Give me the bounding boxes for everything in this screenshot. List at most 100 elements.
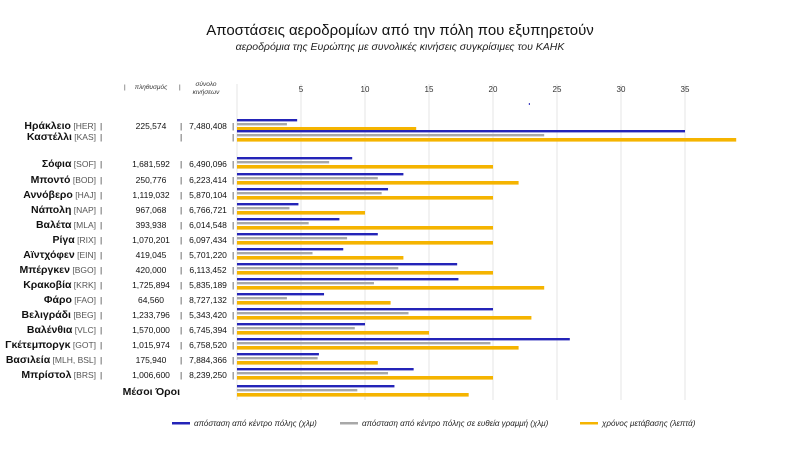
bar-series2-18 <box>237 389 358 392</box>
row-separator: | <box>180 121 182 131</box>
category-label-3: Σόφια [SOF] <box>42 158 96 170</box>
bar-series2-16 <box>237 357 318 360</box>
header-separator: | <box>124 84 126 91</box>
row-separator: | <box>232 190 234 200</box>
chart-subtitle: αεροδρόμια της Ευρώπης με συνολικές κινή… <box>235 41 565 53</box>
traffic-value: 8,239,250 <box>189 370 227 380</box>
bar-series2-17 <box>237 372 389 375</box>
traffic-value: 5,835,189 <box>189 280 227 290</box>
bar-series1-13 <box>237 308 493 311</box>
bar-series3-2 <box>237 138 737 142</box>
bar-series1-8 <box>237 233 378 236</box>
category-label-18: Μέσοι Όροι <box>123 386 180 398</box>
population-value: 225,574 <box>136 121 167 131</box>
row-separator: | <box>100 159 102 169</box>
population-column-header: πληθυσμός <box>135 83 168 91</box>
bar-series2-5 <box>237 192 382 195</box>
population-value: 1,570,000 <box>132 325 170 335</box>
traffic-value: 6,766,721 <box>189 205 227 215</box>
category-label-5: Αννόβερο [HAJ] <box>23 189 96 201</box>
x-tick-label: 5 <box>299 85 304 94</box>
row-separator: | <box>100 280 102 290</box>
bar-series2-8 <box>237 237 348 240</box>
bar-series1-6 <box>237 203 299 206</box>
row-separator: | <box>100 220 102 230</box>
category-label-1: Ηράκλειο [HER] <box>24 120 96 132</box>
legend-label-1: απόσταση από κέντρο πόλης (χλμ) <box>194 419 317 428</box>
row-separator: | <box>100 121 102 131</box>
row-separator: | <box>232 205 234 215</box>
chart-title: Αποστάσεις αεροδρομίων από την πόλη που … <box>206 22 594 39</box>
row-separator: | <box>180 175 182 185</box>
category-label-10: Μπέργκεν [BGO] <box>19 264 96 276</box>
population-value: 420,000 <box>136 265 167 275</box>
row-separator: | <box>180 325 182 335</box>
population-value: 175,940 <box>136 355 167 365</box>
category-label-2: Καστέλλι [KAS] <box>27 131 96 143</box>
bar-series1-11 <box>237 278 459 281</box>
category-label-13: Βελιγράδι [BEG] <box>22 309 96 321</box>
row-separator: | <box>100 175 102 185</box>
bar-series2-10 <box>237 267 399 270</box>
population-value: 250,776 <box>136 175 167 185</box>
bar-series1-7 <box>237 218 340 221</box>
row-separator: | <box>100 325 102 335</box>
bar-series3-3 <box>237 165 493 169</box>
row-separator: | <box>232 280 234 290</box>
bar-series1-14 <box>237 323 365 326</box>
traffic-value: 6,097,434 <box>189 235 227 245</box>
row-separator: | <box>232 132 234 142</box>
traffic-value: 6,758,520 <box>189 340 227 350</box>
row-separator: | <box>100 355 102 365</box>
row-separator: | <box>232 175 234 185</box>
category-label-16: Βασιλεία [MLH, BSL] <box>6 354 96 366</box>
bar-series3-15 <box>237 346 519 350</box>
traffic-value: 5,870,104 <box>189 190 227 200</box>
row-separator: | <box>232 220 234 230</box>
row-separator: | <box>100 370 102 380</box>
row-separator: | <box>180 159 182 169</box>
row-separator: | <box>100 295 102 305</box>
row-separator: | <box>180 310 182 320</box>
bar-series3-4 <box>237 181 519 185</box>
category-label-12: Φάρο [FAO] <box>44 294 96 306</box>
row-separator: | <box>232 355 234 365</box>
row-separator: | <box>232 265 234 275</box>
row-separator: | <box>180 205 182 215</box>
row-separator: | <box>180 220 182 230</box>
row-separator: | <box>100 340 102 350</box>
bar-series1-17 <box>237 368 414 371</box>
bar-series2-11 <box>237 282 374 285</box>
bar-series3-17 <box>237 376 493 380</box>
category-label-6: Νάπολη [NAP] <box>31 204 96 216</box>
category-label-11: Κρακοβία [KRK] <box>23 279 96 291</box>
bar-series1-5 <box>237 188 389 191</box>
traffic-value: 7,884,366 <box>189 355 227 365</box>
population-value: 1,070,201 <box>132 235 170 245</box>
row-separator: | <box>100 250 102 260</box>
population-value: 1,119,032 <box>132 190 169 200</box>
legend-swatch-3 <box>580 422 598 425</box>
bar-series3-10 <box>237 271 493 275</box>
population-value: 419,045 <box>136 250 167 260</box>
row-separator: | <box>100 132 102 142</box>
row-separator: | <box>180 250 182 260</box>
axis-marker <box>528 103 530 105</box>
traffic-value: 8,727,132 <box>189 295 227 305</box>
traffic-column-header: κινήσεων <box>193 89 220 96</box>
population-value: 1,015,974 <box>132 340 170 350</box>
bar-series3-6 <box>237 211 365 215</box>
bar-series2-2 <box>237 134 545 137</box>
row-separator: | <box>100 310 102 320</box>
bar-series2-14 <box>237 327 355 330</box>
bar-series1-12 <box>237 293 325 296</box>
traffic-value: 6,745,394 <box>189 325 227 335</box>
bar-series3-7 <box>237 226 493 230</box>
bar-series1-10 <box>237 263 458 266</box>
legend-label-3: χρόνος μετάβασης (λεπτά) <box>601 419 696 428</box>
row-separator: | <box>232 325 234 335</box>
row-separator: | <box>180 370 182 380</box>
legend-swatch-2 <box>340 422 358 425</box>
bar-series1-3 <box>237 157 353 160</box>
